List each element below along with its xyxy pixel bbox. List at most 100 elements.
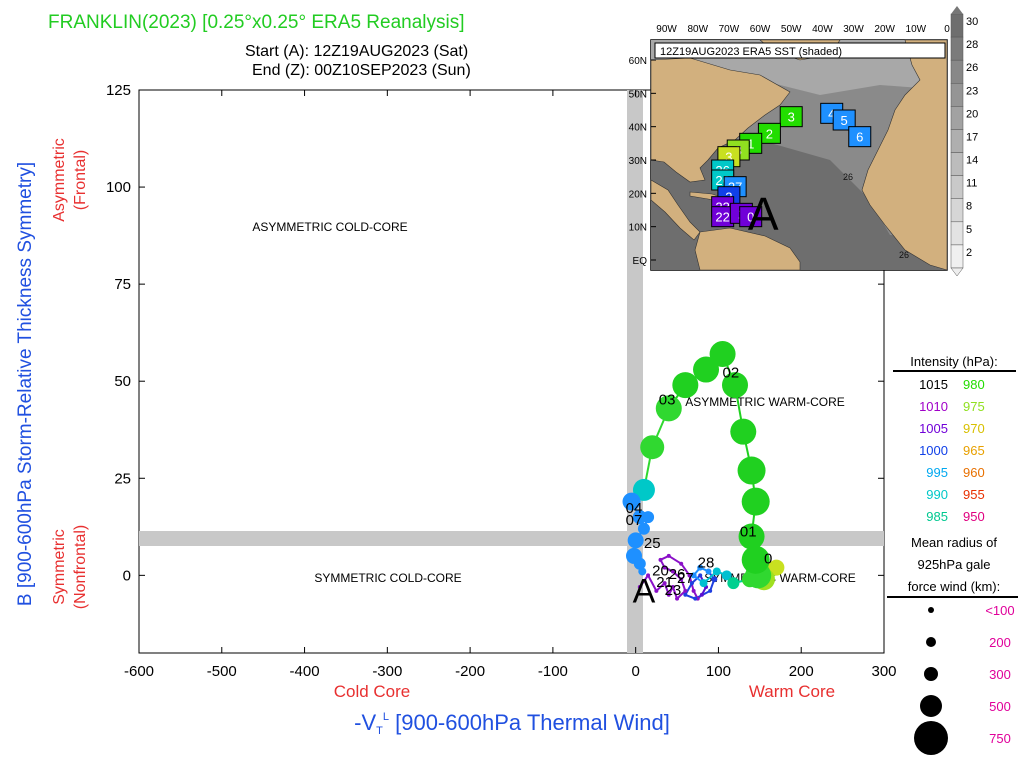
radius-title-2: 925hPa gale (917, 557, 990, 572)
colorbar-cell (950, 221, 964, 246)
colorbar-label: 5 (966, 224, 972, 236)
track-point (727, 577, 740, 590)
track-segment (684, 582, 693, 596)
colorbar-cell (950, 106, 964, 130)
inset-storm-time: 6 (856, 130, 863, 145)
inset-storm-time: 5 (841, 113, 848, 128)
inset-title: 12Z19AUG2023 ERA5 SST (shaded) (660, 46, 842, 58)
track-point (654, 588, 659, 593)
colorbar-cell (950, 244, 964, 269)
y-tick-label: 125 (106, 82, 131, 99)
inset-lon-label: 10W (906, 24, 927, 35)
track-segment (671, 586, 678, 599)
x-axis-title: -VTL [900-600hPa Thermal Wind] (354, 710, 670, 737)
legend-intensity-a: 995 (926, 465, 948, 480)
inset-map: 12Z19AUG2023 ERA5 SST (shaded) 90W 80W 70W… (629, 24, 950, 271)
track-point (698, 573, 703, 578)
legend-intensity-a: 1010 (919, 399, 948, 414)
track-point (693, 596, 698, 601)
track-point (691, 588, 696, 593)
time-label: 23 (665, 582, 682, 599)
track-point (637, 522, 650, 535)
inset-storm-time: 3 (725, 150, 732, 165)
y-axis-title: B [900-600hPa Storm-Relative Thickness S… (15, 162, 36, 606)
track-point (741, 545, 770, 574)
radius-title-3: force wind (km): (908, 579, 1000, 594)
time-label: 07 (626, 512, 643, 529)
track-point (708, 588, 713, 593)
start-marker: A (633, 573, 656, 611)
x-tick-label: -300 (372, 663, 402, 680)
track-point (699, 592, 704, 597)
colorbar-top-arrow (951, 6, 963, 14)
legend-intensity-b: 975 (963, 399, 985, 414)
x-tick-label: 200 (789, 663, 814, 680)
y-tick-label: 100 (106, 179, 131, 196)
legend-intensity-b: 960 (963, 465, 985, 480)
track-segment (680, 563, 691, 576)
legend-intensity-b: 970 (963, 421, 985, 436)
y-tick-label: 25 (114, 470, 131, 487)
track-segment (680, 578, 687, 592)
colorbar-label: 20 (966, 108, 978, 120)
inset-sst-label: 26 (843, 172, 853, 182)
inset-lat-label: EQ (633, 256, 648, 267)
radius-circle (920, 695, 942, 717)
legend-intensity-a: 985 (926, 509, 948, 524)
track-point (662, 581, 667, 586)
track-point (683, 588, 688, 593)
x-tick-label: 100 (706, 663, 731, 680)
radius-circle (928, 607, 934, 613)
inset-lat-label: 20N (629, 189, 647, 200)
y-axis-bottom-label: Symmetric (51, 529, 68, 605)
radius-label: 300 (989, 667, 1011, 682)
y-axis-top-sublabel: (Frontal) (72, 150, 89, 210)
y-tick-label: 50 (114, 373, 131, 390)
track-point (666, 553, 671, 558)
y-tick-label: 75 (114, 276, 131, 293)
colorbar-label: 2 (966, 247, 972, 259)
inset-lat-label: 10N (629, 223, 647, 234)
inset-lon-labels: 90W 80W 70W 60W 50W 40W 30W 20W 10W 0 (656, 24, 950, 35)
track-point (633, 557, 646, 570)
colorbar-label: 17 (966, 131, 978, 143)
inset-lon-label: 0 (944, 24, 950, 35)
inset-storm-box (832, 109, 856, 131)
track-point (632, 478, 655, 501)
inset-land-south-america (694, 227, 801, 271)
track-segment (638, 574, 649, 588)
track-point (711, 576, 718, 583)
radius-circle (924, 667, 938, 681)
y-tick-label: 0 (123, 567, 131, 584)
track-point (693, 356, 720, 383)
y-axis-bottom-sublabel: (Nonfrontal) (72, 525, 89, 609)
inset-land-central-america (650, 179, 701, 241)
x-tick-label: -200 (455, 663, 485, 680)
time-label: 28 (698, 555, 715, 572)
inset-lat-label: 60N (629, 56, 647, 67)
track-point (705, 568, 712, 575)
track-point (712, 567, 721, 576)
track-point (687, 573, 692, 578)
inset-lon-label: 40W (812, 24, 833, 35)
chart-title: FRANKLIN(2023) [0.25°x0.25° ERA5 Reanaly… (48, 12, 465, 33)
track-point (679, 577, 684, 582)
x-axis-title-rest: [900-600hPa Thermal Wind] (389, 710, 670, 735)
inset-title-box (654, 42, 946, 59)
quadrant-sym-cold: SYMMETRIC COLD-CORE (314, 571, 461, 585)
sst-colorbar: 30 28 26 23 20 17 14 11 8 5 2 (950, 6, 978, 277)
x-tick-label: 300 (871, 663, 896, 680)
x-tick-label: -600 (124, 663, 154, 680)
inset-lon-label: 50W (781, 24, 802, 35)
colorbar-label: 26 (966, 62, 978, 74)
inset-storm-time: 1 (747, 136, 754, 151)
inset-lon-label: 90W (656, 24, 677, 35)
inset-lon-label: 30W (843, 24, 864, 35)
track-segment (647, 574, 658, 592)
colorbar-label: 23 (966, 85, 978, 97)
time-label: 01 (740, 524, 757, 541)
legend-intensity-b: 965 (963, 443, 985, 458)
x-tick-label: -100 (538, 663, 568, 680)
time-label: 27 (677, 570, 694, 587)
x-axis-title-sub: T (376, 725, 383, 737)
